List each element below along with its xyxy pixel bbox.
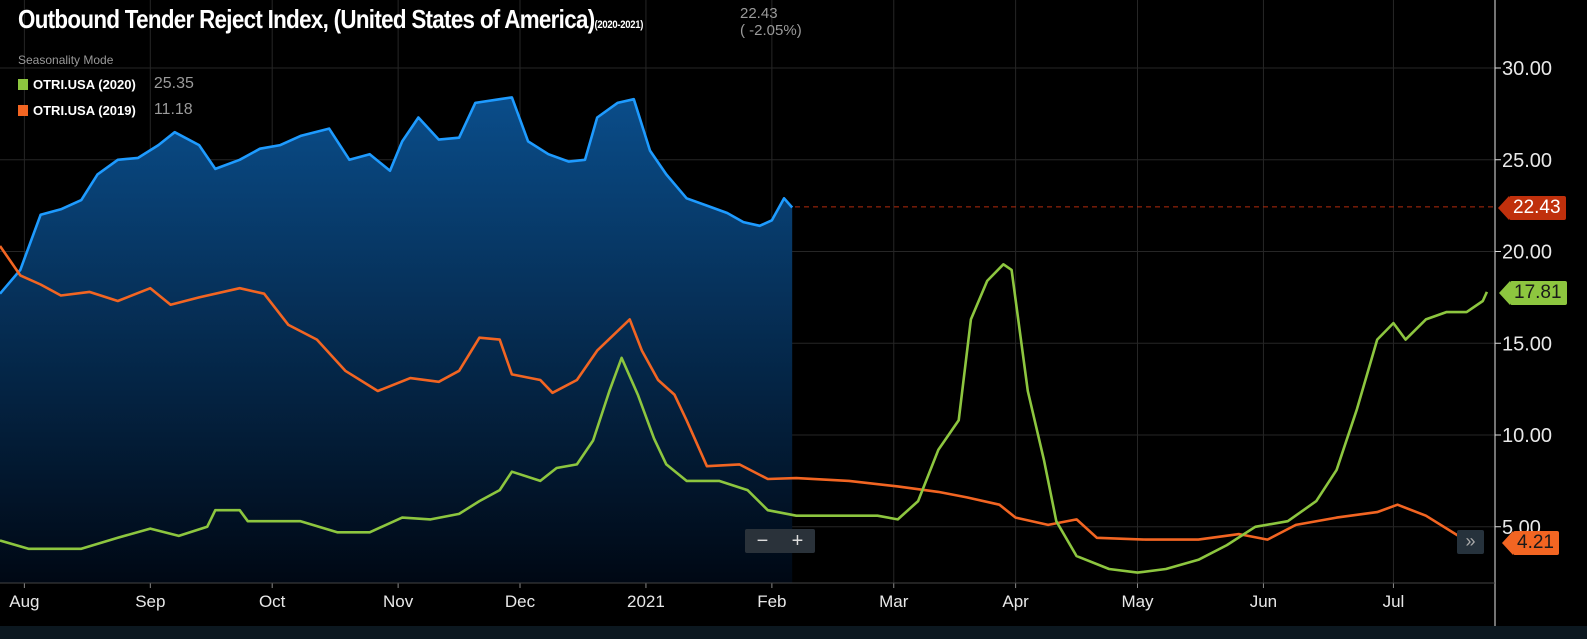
price-tag-value: 4.21	[1517, 532, 1554, 553]
x-tick-label: Oct	[259, 592, 286, 611]
x-tick-label: Jul	[1383, 592, 1405, 611]
x-tick-label: Mar	[879, 592, 909, 611]
series-line-0	[0, 96, 794, 295]
y-tick-label: 15.00	[1502, 333, 1552, 355]
x-tick-label: Apr	[1002, 592, 1029, 611]
x-tick-label: Nov	[383, 592, 414, 611]
price-tag-current: 22.43	[1498, 196, 1566, 220]
x-tick-label: Aug	[9, 592, 39, 611]
legend-value: 25.35	[153, 75, 194, 92]
x-axis[interactable]: Aug Sep Oct Nov Dec 2021 Feb Mar Apr May Jun Jul	[0, 582, 1495, 611]
seasonality-mode-label: Seasonality Mode	[18, 53, 114, 67]
title-period: (2020-2021)	[594, 19, 644, 31]
chart-title: Outbound Tender Reject Index, (United St…	[18, 4, 643, 35]
x-tick-label: 2021	[627, 592, 665, 611]
legend-swatch	[18, 78, 28, 90]
y-tick-label: 10.00	[1502, 425, 1552, 447]
legend-value: 11.18	[153, 101, 193, 118]
last-value-readout: 22.43( -2.05%)	[740, 5, 802, 39]
y-tick-label: 30.00	[1502, 58, 1552, 80]
x-tick-label: Jun	[1250, 592, 1277, 611]
x-tick-label: Dec	[505, 592, 536, 611]
series-area-0	[0, 97, 793, 584]
last-change: ( -2.05%)	[740, 22, 802, 39]
x-tick-label: Feb	[757, 592, 786, 611]
price-tag-value: 17.81	[1514, 282, 1562, 303]
zoom-in-button[interactable]: +	[791, 530, 804, 552]
series-line-2	[0, 262, 1489, 574]
bottom-bar	[0, 626, 1587, 639]
y-tick-label: 25.00	[1502, 150, 1552, 172]
series-layer	[0, 96, 1495, 584]
last-value: 22.43	[740, 5, 778, 22]
price-tag-value: 22.43	[1513, 197, 1561, 218]
legend-label: OTRI.USA (2019)	[33, 102, 136, 118]
zoom-out-button[interactable]: −	[756, 530, 769, 552]
y-tick-label: 20.00	[1502, 242, 1552, 264]
price-tag-2019: 4.21	[1502, 531, 1559, 555]
legend-item-2020[interactable]: OTRI.USA (2020) 25.35	[18, 75, 194, 93]
series-line-1	[0, 245, 1480, 543]
legend-item-2019[interactable]: OTRI.USA (2019) 11.18	[18, 101, 193, 119]
zoom-controls: − +	[745, 529, 815, 553]
legend-label: OTRI.USA (2020)	[33, 76, 136, 92]
scroll-to-end-button[interactable]: »	[1457, 530, 1484, 554]
price-tag-2020: 17.81	[1499, 281, 1567, 305]
legend-swatch	[18, 104, 28, 116]
title-text: Outbound Tender Reject Index, (United St…	[18, 4, 595, 34]
x-tick-label: May	[1121, 592, 1154, 611]
x-tick-label: Sep	[135, 592, 165, 611]
